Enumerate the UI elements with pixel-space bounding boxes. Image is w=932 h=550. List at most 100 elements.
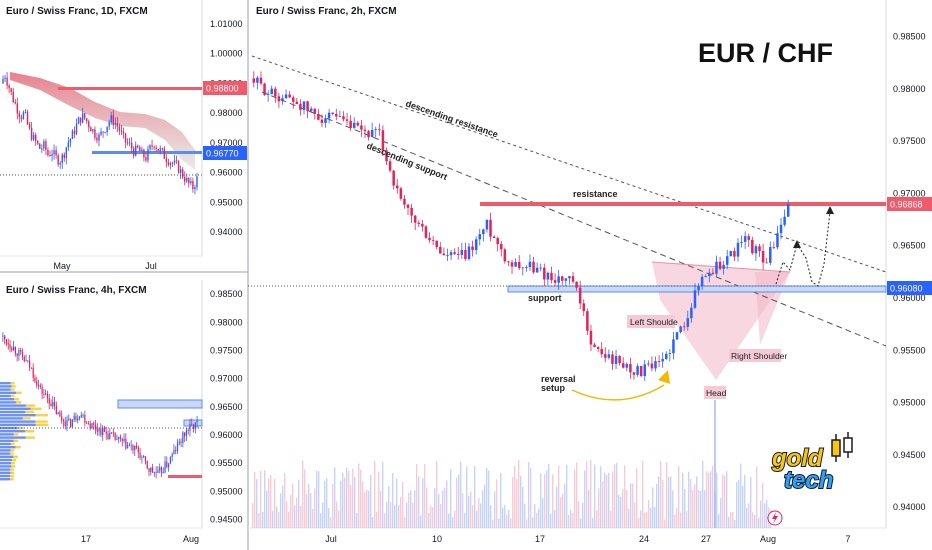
- candle-body: [399, 188, 403, 199]
- volume-bar: [608, 472, 610, 528]
- candle-body: [181, 169, 184, 178]
- candle-body: [503, 249, 507, 262]
- volume-bar: [616, 462, 618, 528]
- candle-body: [582, 303, 586, 312]
- candle-body: [736, 242, 740, 257]
- candle-body: [593, 344, 596, 348]
- candle-body: [96, 429, 98, 432]
- candle-body: [252, 78, 256, 83]
- candle-body: [149, 145, 151, 150]
- volume-bar: [544, 474, 546, 528]
- candle-body: [16, 103, 19, 114]
- candle-body: [137, 145, 139, 148]
- profile-bar-yellow: [10, 452, 14, 455]
- volume-bar: [268, 478, 270, 528]
- candle-body: [160, 467, 163, 473]
- volume-bar: [640, 510, 642, 528]
- volume-bar: [560, 497, 562, 528]
- h4-y-axis: 0.98500 0.98000 0.97500 0.97000 0.96500 0.960…: [210, 289, 243, 524]
- candle-body: [356, 122, 360, 126]
- candle-body: [21, 351, 24, 357]
- volume-bar: [632, 483, 634, 528]
- profile-bar: [0, 426, 18, 430]
- volume-bar: [712, 465, 714, 528]
- candle-body: [313, 108, 317, 114]
- profile-bar-yellow: [15, 401, 22, 404]
- volume-bar: [438, 493, 440, 528]
- candle-body: [686, 318, 690, 327]
- profile-bar: [0, 439, 14, 442]
- y-tick-label: 0.98000: [210, 317, 243, 327]
- y-tick-label: 1.00000: [210, 49, 243, 59]
- candle-body: [169, 457, 172, 464]
- volume-bar: [314, 488, 316, 528]
- volume-bar: [556, 486, 558, 528]
- profile-bar: [0, 462, 12, 465]
- volume-bar: [520, 475, 522, 528]
- profile-bar: [0, 391, 16, 394]
- candle-body: [37, 385, 40, 387]
- candle-body: [776, 233, 779, 248]
- volume-bar: [416, 464, 418, 528]
- label-reversal: reversal: [541, 374, 576, 384]
- candle-body: [187, 429, 189, 431]
- volume-bar: [340, 480, 342, 528]
- candle-body: [126, 445, 129, 449]
- volume-bar: [658, 476, 660, 528]
- candle-body: [482, 229, 485, 235]
- candle-body: [110, 432, 113, 434]
- candle-body: [185, 429, 188, 437]
- h2-x-axis: Jul 10 17 24 27 Aug 7: [325, 534, 850, 544]
- volume-bar: [446, 480, 448, 528]
- candle-body: [510, 262, 514, 267]
- candle-body: [173, 160, 176, 164]
- candle-body: [614, 356, 618, 364]
- candle-body: [100, 428, 102, 436]
- volume-bar: [552, 474, 554, 528]
- candle-body: [39, 385, 41, 387]
- candle-body: [259, 77, 263, 84]
- candle-body: [779, 224, 783, 234]
- candle-body: [621, 363, 625, 368]
- candle-body: [163, 148, 166, 159]
- volume-bar: [290, 495, 292, 528]
- candle-body: [277, 96, 281, 102]
- volume-bar: [562, 493, 564, 528]
- daily-resistance-zone: [58, 87, 202, 90]
- candle-body: [302, 101, 306, 110]
- candle-body: [51, 154, 53, 157]
- volume-bar: [272, 510, 274, 528]
- y-tick-label: 0.95500: [210, 458, 243, 468]
- support-price-label: 0.96080: [890, 284, 923, 294]
- candle-body: [274, 88, 277, 97]
- volume-bar: [506, 514, 508, 528]
- volume-bar: [744, 474, 746, 528]
- volume-bar: [300, 505, 302, 528]
- volume-bar: [682, 472, 684, 528]
- volume-bar: [514, 465, 516, 528]
- volume-bar: [368, 490, 370, 528]
- candle-body: [135, 145, 137, 156]
- candle-body: [171, 453, 173, 458]
- candle-body: [345, 119, 349, 121]
- volume-bar: [698, 489, 700, 528]
- volume-bar: [762, 483, 764, 528]
- candle-body: [338, 116, 342, 117]
- candle-body: [478, 234, 482, 240]
- candle-body: [528, 261, 532, 268]
- volume-bar: [306, 493, 308, 528]
- volume-bar: [590, 460, 592, 528]
- volume-bar: [372, 516, 374, 528]
- candle-body: [166, 461, 168, 468]
- volume-bar: [276, 506, 278, 528]
- volume-bar: [280, 493, 282, 528]
- volume-bar: [284, 473, 286, 528]
- volume-bar: [494, 491, 496, 528]
- candle-body: [417, 222, 421, 224]
- candle-body: [132, 148, 135, 156]
- volume-bar: [488, 470, 490, 528]
- volume-bar: [346, 467, 348, 528]
- candle-body: [543, 267, 546, 280]
- daily-pane-title: Euro / Swiss Franc, 1D, FXCM: [6, 6, 148, 17]
- profile-bar-yellow: [10, 474, 14, 478]
